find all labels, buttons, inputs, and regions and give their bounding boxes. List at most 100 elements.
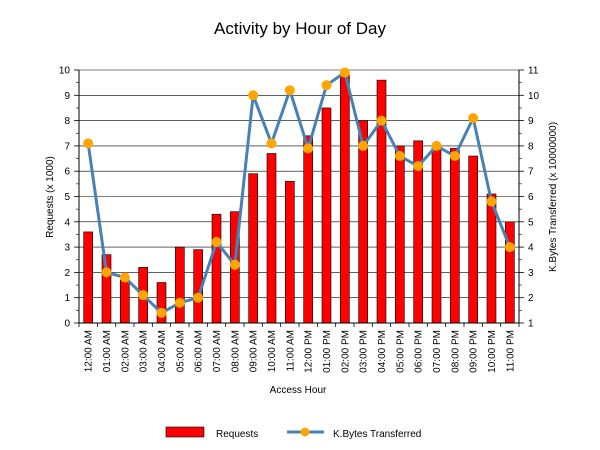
- y-tick-label: 1: [64, 293, 70, 304]
- x-tick-label: 10:00 PM: [487, 330, 498, 373]
- x-tick-label: 01:00 PM: [322, 330, 333, 373]
- x-tick-label: 09:00 PM: [469, 330, 480, 373]
- bar: [395, 145, 405, 324]
- bar: [83, 231, 93, 324]
- x-tick-label: 06:00 PM: [414, 330, 425, 373]
- bar: [303, 135, 313, 324]
- kbytes-point: [413, 161, 424, 172]
- y-tick-label: 5: [64, 192, 70, 203]
- x-axis-ticks: 12:00 AM 01:00 AM 02:00 AM 03:00 AM 04:00 AM…: [78, 323, 520, 373]
- kbytes-point: [211, 237, 222, 248]
- kbytes-point: [284, 85, 295, 96]
- x-tick-label: 02:00 PM: [340, 330, 351, 373]
- x-tick-label: 04:00 PM: [377, 330, 388, 373]
- gridlines: [79, 69, 519, 299]
- x-tick-label: 12:00 PM: [304, 330, 315, 373]
- x-tick-label: 11:00 PM: [505, 330, 516, 372]
- bar: [285, 181, 295, 324]
- bar: [431, 145, 442, 324]
- bar: [358, 120, 368, 324]
- kbytes-point: [156, 307, 167, 318]
- y-tick-label: 7: [64, 141, 70, 152]
- y2-tick-label: 3: [528, 268, 534, 279]
- legend-kbytes-marker: [300, 427, 310, 437]
- kbytes-point: [358, 140, 369, 151]
- kbytes-point: [449, 151, 460, 162]
- kbytes-point: [101, 267, 112, 278]
- legend-requests-label: Requests: [216, 429, 258, 440]
- kbytes-point: [339, 67, 350, 78]
- kbytes-point: [504, 242, 515, 253]
- x-tick-label: 12:00 AM: [84, 330, 95, 372]
- y-tick-label: 8: [64, 116, 70, 127]
- x-tick-label: 10:00 AM: [267, 330, 278, 372]
- x-tick-label: 03:00 AM: [139, 330, 150, 372]
- x-tick-label: 08:00 PM: [450, 330, 461, 373]
- y2-tick-label: 2: [528, 293, 534, 304]
- y-tick-label: 0: [64, 319, 70, 330]
- y2-tick-label: 1: [528, 319, 534, 330]
- x-tick-label: 08:00 AM: [230, 330, 241, 372]
- kbytes-point: [486, 196, 497, 207]
- left-axis-ticks: 0 1 2 3 4 5 6 7 8 9 10: [59, 66, 79, 330]
- x-tick-label: 06:00 AM: [194, 330, 205, 372]
- bar: [266, 153, 277, 324]
- bar: [120, 279, 130, 324]
- x-tick-label: 03:00 PM: [359, 330, 370, 373]
- y2-tick-label: 7: [528, 167, 534, 178]
- bar: [340, 74, 350, 324]
- y-axis-label: Requests (x 1000): [45, 156, 56, 238]
- bar: [248, 173, 258, 324]
- y2-tick-label: 10: [528, 91, 540, 102]
- kbytes-point: [394, 151, 405, 162]
- legend-requests-swatch: [165, 426, 205, 438]
- line-series: [83, 67, 515, 318]
- kbytes-point: [174, 297, 185, 308]
- y2-tick-label: 11: [528, 66, 539, 77]
- x-tick-label: 05:00 AM: [175, 330, 186, 372]
- bar: [175, 246, 185, 324]
- y2-tick-label: 4: [528, 243, 534, 254]
- x-tick-label: 11:00 AM: [285, 330, 296, 372]
- y2-axis-label: K.Bytes Transferred (x 10000000): [548, 122, 559, 272]
- chart-title: Activity by Hour of Day: [214, 19, 386, 38]
- x-tick-label: 05:00 PM: [395, 330, 406, 373]
- y-tick-label: 6: [64, 167, 70, 178]
- x-tick-label: 09:00 AM: [249, 330, 260, 372]
- kbytes-point: [303, 143, 314, 154]
- x-tick-label: 07:00 PM: [432, 330, 443, 373]
- right-axis-ticks: 1 2 3 4 5 6 7 8 9 10 11: [519, 66, 540, 330]
- x-tick-label: 01:00 AM: [102, 330, 113, 372]
- legend-kbytes-label: K.Bytes Transferred: [333, 429, 421, 440]
- kbytes-point: [119, 272, 130, 283]
- x-tick-label: 04:00 AM: [157, 330, 168, 372]
- y2-tick-label: 9: [528, 116, 534, 127]
- x-tick-label: 02:00 AM: [120, 330, 131, 372]
- legend: Requests K.Bytes Transferred: [165, 426, 421, 440]
- kbytes-point: [376, 115, 387, 126]
- kbytes-point: [83, 138, 94, 149]
- y2-tick-label: 5: [528, 217, 534, 228]
- kbytes-line: [86, 71, 512, 315]
- bar-series: [83, 74, 515, 324]
- bar: [450, 148, 460, 324]
- x-tick-label: 07:00 AM: [212, 330, 223, 372]
- kbytes-point: [193, 292, 204, 303]
- kbytes-point: [248, 90, 259, 101]
- kbytes-point: [266, 138, 277, 149]
- y-tick-label: 3: [64, 243, 70, 254]
- bar: [468, 155, 478, 324]
- bar: [211, 213, 222, 324]
- y-tick-label: 10: [59, 66, 71, 77]
- y-tick-label: 4: [64, 217, 70, 228]
- y2-tick-label: 6: [528, 192, 534, 203]
- y2-tick-label: 8: [528, 141, 534, 152]
- bar: [321, 107, 332, 324]
- kbytes-point: [468, 113, 479, 124]
- kbytes-point: [138, 290, 149, 301]
- y-tick-label: 9: [64, 91, 70, 102]
- x-axis-label: Access Hour: [270, 385, 327, 396]
- kbytes-point: [431, 140, 442, 151]
- y-tick-label: 2: [64, 268, 70, 279]
